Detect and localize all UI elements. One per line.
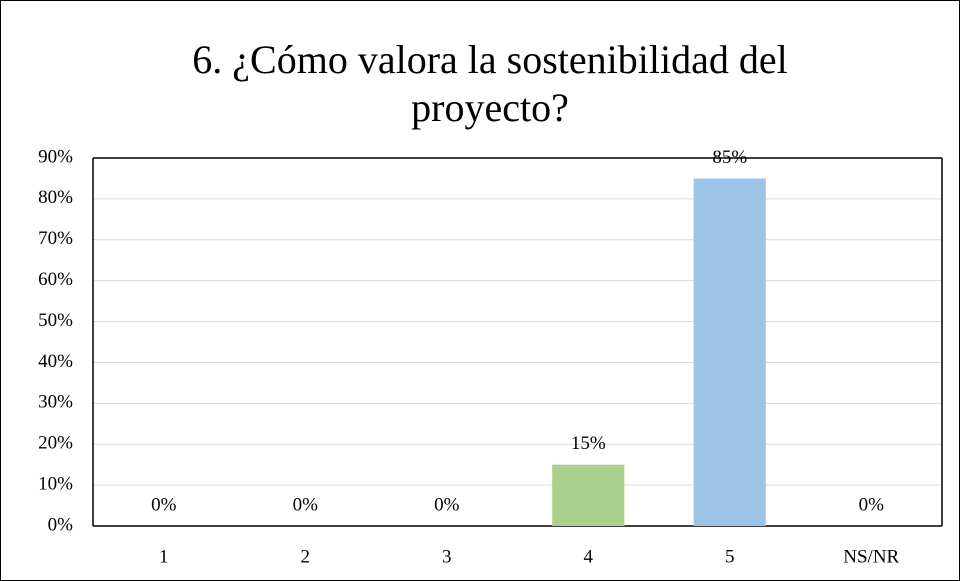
chart-title: 6. ¿Cómo valora la sostenibilidad del pr… — [192, 37, 788, 130]
data-label: 0% — [293, 494, 319, 515]
y-tick-label: 10% — [38, 473, 73, 494]
bar — [693, 178, 766, 526]
y-tick-label: 70% — [38, 228, 73, 249]
y-tick-label: 60% — [38, 269, 73, 290]
x-tick-label: NS/NR — [843, 546, 899, 567]
y-tick-label: 20% — [38, 433, 73, 454]
y-tick-label: 80% — [38, 187, 73, 208]
data-label: 0% — [434, 494, 460, 515]
data-label: 0% — [151, 494, 177, 515]
x-tick-label: 4 — [584, 546, 594, 567]
x-tick-label: 2 — [301, 546, 311, 567]
x-tick-label: 3 — [442, 546, 452, 567]
y-tick-label: 30% — [38, 392, 73, 413]
data-label: 15% — [571, 433, 606, 454]
data-label: 85% — [712, 147, 747, 168]
y-tick-label: 0% — [48, 514, 74, 535]
x-tick-label: 1 — [159, 546, 169, 567]
y-tick-label: 90% — [38, 146, 73, 167]
x-tick-label: 5 — [725, 546, 735, 567]
y-tick-label: 50% — [38, 310, 73, 331]
bar — [552, 464, 625, 526]
y-tick-label: 40% — [38, 351, 73, 372]
data-label: 0% — [859, 494, 885, 515]
